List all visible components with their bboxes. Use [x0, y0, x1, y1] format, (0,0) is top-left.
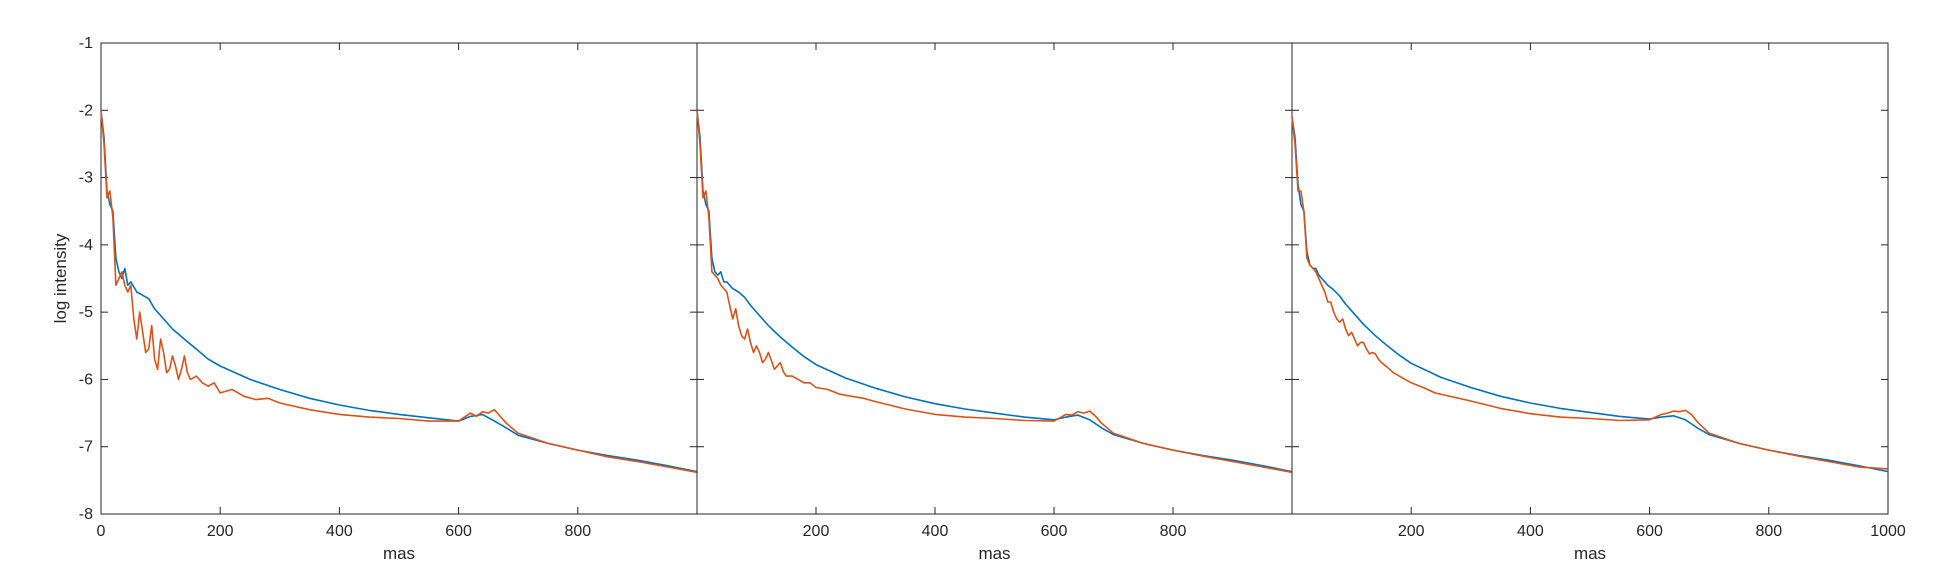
x-tick-label: 400 — [1517, 523, 1544, 540]
y-tick-label: -7 — [79, 439, 93, 456]
y-tick-label: -4 — [79, 237, 93, 254]
x-axis-label: mas — [383, 544, 415, 563]
x-tick-label: 800 — [1755, 523, 1782, 540]
panel-2-series-1-line — [696, 110, 1293, 473]
y-tick-label: -8 — [79, 506, 93, 523]
x-tick-label: 800 — [564, 523, 591, 540]
y-tick-label: -6 — [79, 371, 93, 388]
y-tick-label: -3 — [79, 170, 93, 187]
panel-3-series-2-line — [1291, 116, 1889, 470]
y-tick-label: -5 — [79, 304, 93, 321]
x-axis-label: mas — [1574, 544, 1606, 563]
x-tick-label: 600 — [1636, 523, 1663, 540]
x-tick-label: 1000 — [1870, 523, 1906, 540]
panel-3-frame — [1291, 42, 1889, 515]
panel-1-series-1-line — [100, 110, 698, 473]
y-tick-label: -2 — [79, 102, 93, 119]
panel-1-series-2-line — [100, 110, 698, 474]
x-tick-label: 0 — [97, 523, 106, 540]
panel-2-series-2-line — [696, 110, 1293, 474]
x-tick-label: 200 — [803, 523, 830, 540]
y-tick-label: -1 — [79, 35, 93, 52]
panel-2-frame — [696, 42, 1293, 515]
x-tick-label: 600 — [1041, 523, 1068, 540]
x-tick-label: 400 — [922, 523, 949, 540]
x-tick-label: 200 — [1398, 523, 1425, 540]
x-tick-label: 400 — [326, 523, 353, 540]
y-axis-label: log intensity — [51, 233, 70, 323]
panel-1-frame — [100, 42, 698, 515]
x-tick-label: 600 — [445, 523, 472, 540]
x-tick-label: 200 — [207, 523, 234, 540]
x-axis-label: mas — [978, 544, 1010, 563]
x-tick-label: 800 — [1160, 523, 1187, 540]
